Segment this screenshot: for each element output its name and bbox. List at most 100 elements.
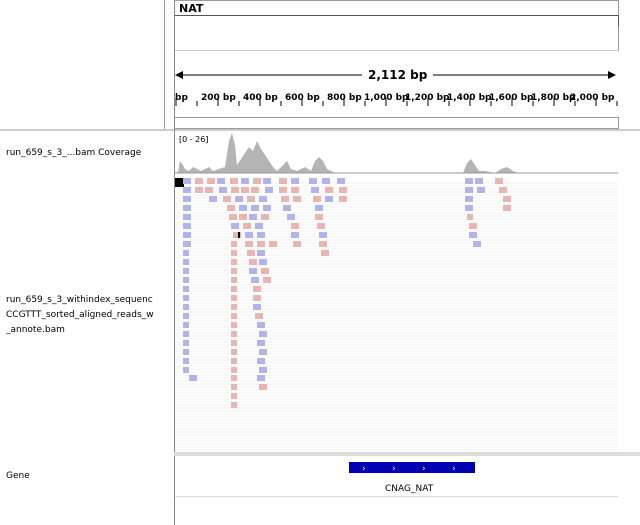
aligned-read <box>245 232 253 238</box>
data-panel[interactable]: [0 - 26] <box>175 131 618 452</box>
ruler-tick-label: 1,000 bp <box>364 93 409 103</box>
aligned-read <box>231 349 237 355</box>
strand-arrow-icon: › <box>362 464 366 474</box>
aligned-read <box>231 402 237 408</box>
ruler-tick-label: 1,400 bp <box>447 93 492 103</box>
span-arrow-right <box>608 71 616 79</box>
aligned-read <box>503 196 511 202</box>
coverage-histogram[interactable] <box>175 133 618 173</box>
aligned-read <box>183 304 189 310</box>
aligned-read <box>231 277 237 283</box>
ruler-tick-label: 600 bp <box>285 93 320 103</box>
alignment-track-name-line: _annote.bam <box>6 323 161 338</box>
aligned-read <box>259 367 267 373</box>
tracks-svg[interactable] <box>175 131 618 452</box>
aligned-read <box>339 187 347 193</box>
gene-panel[interactable]: › › › › CNAG_NAT <box>175 456 618 525</box>
aligned-read <box>231 250 237 256</box>
aligned-read <box>183 223 191 229</box>
aligned-read <box>183 259 189 265</box>
alignment-track-name-line: run_659_s_3_withindex_sequenc <box>6 293 161 308</box>
aligned-read <box>239 214 247 220</box>
aligned-read <box>261 214 269 220</box>
aligned-read <box>321 250 329 256</box>
aligned-read <box>499 187 507 193</box>
aligned-read <box>283 205 291 211</box>
gene-track-bottom-line <box>175 496 618 497</box>
aligned-read <box>241 178 249 184</box>
aligned-read <box>249 268 257 274</box>
chromosome-box[interactable]: NAT <box>174 0 619 16</box>
aligned-read <box>247 196 255 202</box>
aligned-read <box>269 241 277 247</box>
aligned-read <box>231 358 237 364</box>
aligned-read <box>183 322 189 328</box>
aligned-read <box>247 250 255 256</box>
aligned-read <box>291 187 299 193</box>
aligned-read <box>195 187 203 193</box>
alignment-track-name-line: CCGTTT_sorted_aligned_reads_w <box>6 308 161 323</box>
aligned-read <box>325 187 333 193</box>
coverage-track-name[interactable]: run_659_s_3_...bam Coverage <box>6 148 141 158</box>
aligned-read <box>257 241 265 247</box>
aligned-read <box>243 223 251 229</box>
aligned-read <box>183 295 189 301</box>
aligned-read <box>281 196 289 202</box>
ruler-tick-label: 800 bp <box>327 93 362 103</box>
gene-feature-block[interactable] <box>349 462 475 473</box>
aligned-read <box>231 367 237 373</box>
aligned-read <box>241 187 249 193</box>
aligned-read <box>195 178 203 184</box>
aligned-read <box>257 340 265 346</box>
aligned-read <box>251 277 259 283</box>
aligned-read <box>183 241 191 247</box>
aligned-read <box>249 259 257 265</box>
aligned-read <box>249 214 257 220</box>
aligned-read <box>317 223 325 229</box>
aligned-read <box>293 196 301 202</box>
aligned-read <box>279 187 287 193</box>
gene-track-name[interactable]: Gene <box>6 471 30 481</box>
mismatch-mark <box>238 232 240 238</box>
aligned-read <box>253 178 261 184</box>
aligned-read <box>253 295 261 301</box>
aligned-read <box>183 358 189 364</box>
aligned-read <box>227 205 235 211</box>
ideogram-blank <box>174 26 619 51</box>
aligned-read <box>291 178 299 184</box>
aligned-read <box>259 349 267 355</box>
aligned-read <box>209 196 217 202</box>
alignment-row-lines <box>175 183 618 450</box>
aligned-read <box>231 393 237 399</box>
ruler-tick-label: 400 bp <box>243 93 278 103</box>
alignment-track-name[interactable]: run_659_s_3_withindex_sequenc CCGTTT_sor… <box>6 293 161 338</box>
aligned-read <box>309 178 317 184</box>
aligned-read <box>319 232 327 238</box>
aligned-read <box>231 304 237 310</box>
aligned-read <box>263 277 271 283</box>
strand-arrow-icon: › <box>392 464 396 474</box>
aligned-read <box>465 187 473 193</box>
aligned-read <box>231 268 237 274</box>
aligned-read <box>465 178 473 184</box>
aligned-read <box>255 313 263 319</box>
left-header-blank <box>0 0 168 129</box>
chromosome-name: NAT <box>179 2 203 15</box>
aligned-read <box>259 384 267 390</box>
aligned-read <box>265 187 273 193</box>
span-arrow-left <box>175 71 183 79</box>
ruler-tick-label: 200 bp <box>201 93 236 103</box>
aligned-read <box>315 205 323 211</box>
aligned-read <box>319 241 327 247</box>
aligned-read <box>325 196 333 202</box>
aligned-read <box>279 178 287 184</box>
gene-feature-name: CNAG_NAT <box>385 484 433 494</box>
aligned-read <box>229 214 237 220</box>
aligned-read <box>503 205 511 211</box>
aligned-read <box>465 205 473 211</box>
aligned-read <box>313 196 321 202</box>
ruler-tick-label: 1,800 bp <box>531 93 576 103</box>
aligned-read <box>257 358 265 364</box>
aligned-read <box>253 286 261 292</box>
aligned-read <box>219 187 227 193</box>
